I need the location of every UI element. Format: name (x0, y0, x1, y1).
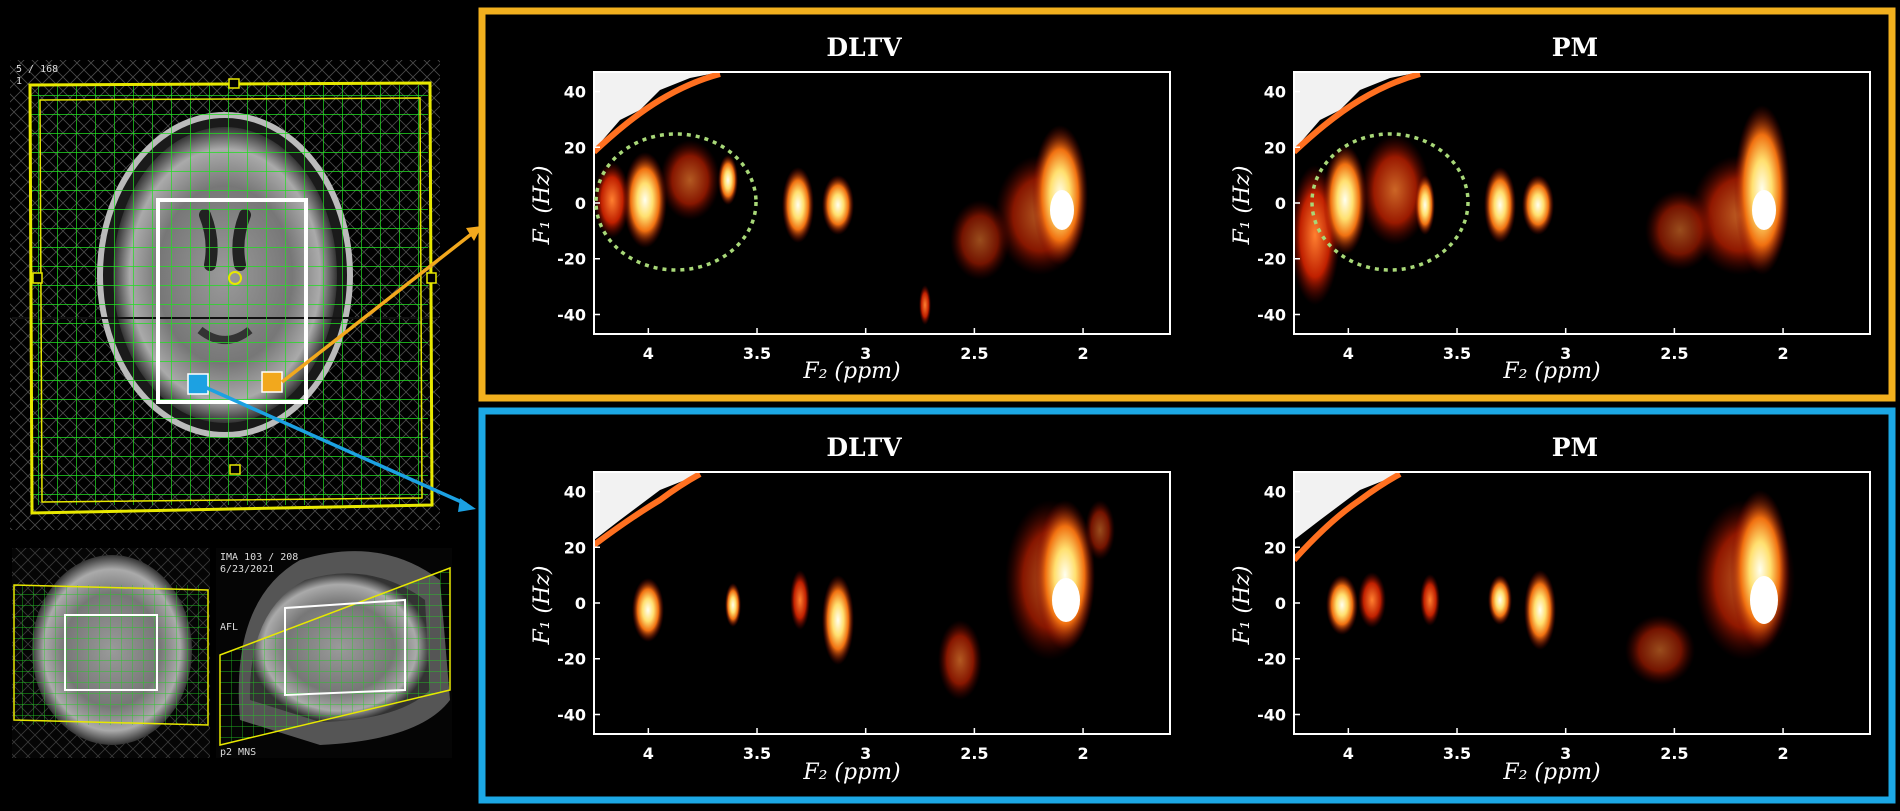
y-tick-label: -40 (557, 705, 586, 724)
y-tick-label: 0 (575, 594, 586, 613)
y-tick-label: 0 (1275, 594, 1286, 613)
spectrum-contours (1294, 472, 1795, 685)
blue-group-frame (478, 407, 1896, 804)
y-axis-label: F₁ (Hz) (1230, 565, 1255, 645)
axial-localizer: 5 / 168 1 (10, 60, 440, 530)
sagittal-date: 6/23/2021 (220, 564, 274, 575)
y-tick-label: -20 (1257, 250, 1286, 269)
x-axis-label: F₂ (ppm) (802, 760, 900, 785)
x-tick-label: 2.5 (1660, 344, 1688, 363)
panel-blue-dltv: DLTV 4 3.5 3 2.5 2 40 20 0 -20 -40 F₂ (ppm) F₁ (… (530, 433, 1171, 785)
x-tick-label: 4 (643, 344, 654, 363)
y-axis-label: F₁ (Hz) (1230, 165, 1255, 245)
x-tick-label: 4 (1343, 344, 1354, 363)
x-tick-label: 3.5 (1443, 344, 1471, 363)
panel-orange-dltv: DLTV 4 3.5 3 2.5 2 40 20 0 -20 -40 F₂ (ppm) F₁ (… (530, 33, 1171, 384)
y-axis-label: F₁ (Hz) (530, 165, 555, 245)
sagittal-info: IMA 103 / 208 (220, 552, 298, 563)
x-tick-label: 3 (860, 744, 871, 763)
y-tick-label: 40 (1264, 483, 1286, 502)
panel-title: PM (1552, 33, 1598, 62)
x-tick-label: 2 (1077, 744, 1088, 763)
panel-orange-pm: PM 4 3.5 3 2.5 2 40 20 0 -20 -40 F₂ (ppm) F₁ (Hz… (1230, 33, 1871, 384)
x-axis-label: F₂ (ppm) (802, 359, 900, 384)
x-tick-label: 2 (1777, 344, 1788, 363)
x-tick-label: 4 (1343, 744, 1354, 763)
slice-sub: 1 (16, 76, 22, 87)
y-tick-label: -40 (1257, 305, 1286, 324)
voi-box (156, 198, 308, 404)
x-tick-label: 4 (643, 744, 654, 763)
y-tick-label: -20 (557, 250, 586, 269)
x-tick-label: 3.5 (1443, 744, 1471, 763)
roi-ellipse (594, 132, 758, 272)
x-tick-label: 2.5 (1660, 744, 1688, 763)
x-tick-label: 3 (860, 344, 871, 363)
sagittal-bottom: p2 MNS (220, 747, 256, 758)
coronal-localizer (12, 548, 210, 758)
y-tick-label: 20 (564, 538, 586, 557)
x-tick-label: 2.5 (960, 344, 988, 363)
panel-title: PM (1552, 433, 1598, 462)
x-tick-label: 2 (1777, 744, 1788, 763)
y-tick-label: 40 (564, 83, 586, 102)
panel-title: DLTV (826, 433, 902, 462)
y-tick-label: 20 (1264, 538, 1286, 557)
y-tick-label: 0 (1275, 194, 1286, 213)
y-tick-label: -20 (557, 650, 586, 669)
roi-ellipse (1310, 132, 1470, 272)
y-tick-label: 0 (575, 194, 586, 213)
x-tick-label: 3 (1560, 344, 1571, 363)
panel-title: DLTV (826, 33, 902, 62)
y-tick-label: -20 (1257, 650, 1286, 669)
sagittal-localizer: IMA 103 / 208 6/23/2021 AFL p2 MNS (216, 548, 452, 758)
sagittal-orient: AFL (220, 622, 238, 633)
x-tick-label: 3.5 (743, 744, 771, 763)
spectrum-contours (594, 472, 1115, 700)
y-tick-label: 40 (564, 483, 586, 502)
panel-blue-pm: PM 4 3.5 3 2.5 2 40 20 0 -20 -40 F₂ (ppm) F₁ (Hz… (1230, 433, 1871, 785)
y-tick-label: -40 (1257, 705, 1286, 724)
spectrum-contours (1294, 72, 1790, 305)
orange-group-frame (478, 7, 1896, 402)
orange-voxel (261, 371, 283, 393)
y-tick-label: -40 (557, 305, 586, 324)
voxel-connectors (197, 226, 482, 512)
y-tick-label: 40 (1264, 83, 1286, 102)
y-axis-label: F₁ (Hz) (530, 565, 555, 645)
x-tick-label: 2.5 (960, 744, 988, 763)
x-tick-label: 3.5 (743, 344, 771, 363)
spectrum-contours (594, 72, 1088, 325)
x-tick-label: 2 (1077, 344, 1088, 363)
x-axis-label: F₂ (ppm) (1502, 359, 1600, 384)
x-tick-label: 3 (1560, 744, 1571, 763)
y-tick-label: 20 (564, 138, 586, 157)
x-axis-label: F₂ (ppm) (1502, 760, 1600, 785)
fov-box (28, 81, 434, 515)
slice-counter: 5 / 168 (16, 64, 58, 75)
y-tick-label: 20 (1264, 138, 1286, 157)
